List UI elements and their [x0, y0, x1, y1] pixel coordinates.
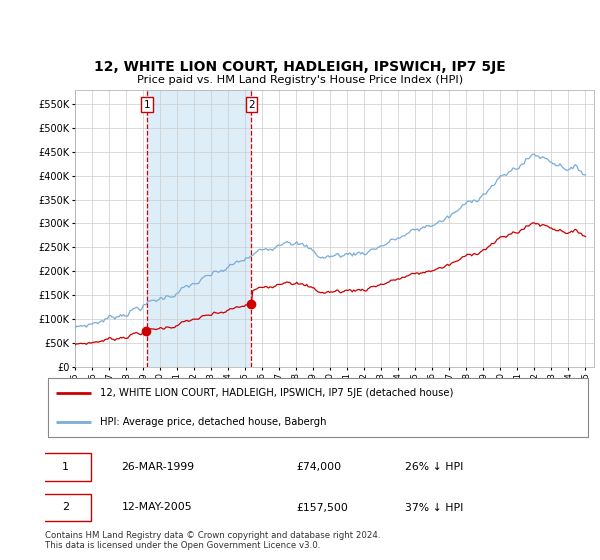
Text: Price paid vs. HM Land Registry's House Price Index (HPI): Price paid vs. HM Land Registry's House …: [137, 75, 463, 85]
Text: £74,000: £74,000: [296, 461, 341, 472]
Text: HPI: Average price, detached house, Babergh: HPI: Average price, detached house, Babe…: [100, 417, 326, 427]
Text: 1: 1: [143, 100, 150, 110]
FancyBboxPatch shape: [40, 453, 91, 480]
Text: 2: 2: [248, 100, 255, 110]
Text: 2: 2: [62, 502, 69, 512]
FancyBboxPatch shape: [48, 378, 588, 437]
Text: £157,500: £157,500: [296, 502, 348, 512]
Text: 12, WHITE LION COURT, HADLEIGH, IPSWICH, IP7 5JE (detached house): 12, WHITE LION COURT, HADLEIGH, IPSWICH,…: [100, 388, 453, 398]
Text: 37% ↓ HPI: 37% ↓ HPI: [406, 502, 464, 512]
Bar: [147, 90, 251, 367]
Text: 12, WHITE LION COURT, HADLEIGH, IPSWICH, IP7 5JE: 12, WHITE LION COURT, HADLEIGH, IPSWICH,…: [94, 60, 506, 74]
Text: 12-MAY-2005: 12-MAY-2005: [121, 502, 192, 512]
Text: 26% ↓ HPI: 26% ↓ HPI: [406, 461, 464, 472]
Text: 26-MAR-1999: 26-MAR-1999: [121, 461, 194, 472]
FancyBboxPatch shape: [40, 493, 91, 521]
Text: Contains HM Land Registry data © Crown copyright and database right 2024.
This d: Contains HM Land Registry data © Crown c…: [45, 531, 380, 550]
Text: 1: 1: [62, 461, 69, 472]
